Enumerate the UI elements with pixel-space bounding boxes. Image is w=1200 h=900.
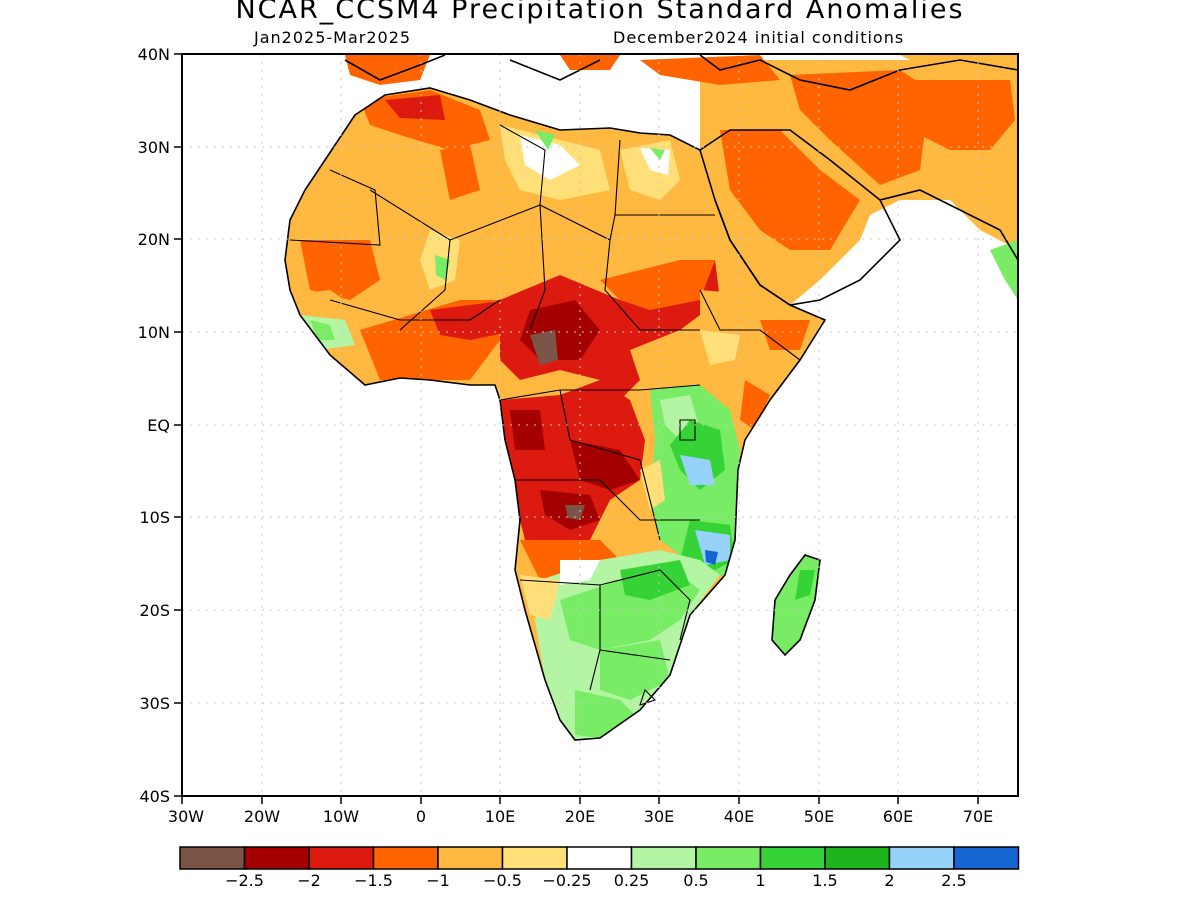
lon-label: 20E xyxy=(565,807,595,826)
colorbar-labels: −2.5 −2 −1.5 −1 −0.5 −0.25 0.25 0.5 1 1.5 2 2.5 xyxy=(225,871,967,890)
map-title: NCAR_CCSM4 Precipitation Standard Anomal… xyxy=(235,0,965,25)
lat-label: 20N xyxy=(138,230,170,249)
lon-label: 0 xyxy=(416,807,426,826)
latitude-labels: 40N 30N 20N 10N EQ 10S 20S 30S 40S xyxy=(138,45,170,806)
initial-conditions: December2024 initial conditions xyxy=(613,28,905,47)
colorbar-swatch xyxy=(824,846,891,870)
coastlines xyxy=(284,54,1018,741)
forecast-period: Jan2025-Mar2025 xyxy=(254,28,412,47)
colorbar-label: 0.25 xyxy=(614,871,650,890)
axis-ticks xyxy=(174,53,979,804)
lon-label: 40E xyxy=(724,807,754,826)
lon-label: 30W xyxy=(168,807,204,826)
lon-label: 10E xyxy=(485,807,515,826)
lat-label: 10N xyxy=(138,323,170,342)
colorbar-label: −0.25 xyxy=(542,871,591,890)
colorbar-swatch xyxy=(243,846,310,870)
lon-label: 30E xyxy=(644,807,674,826)
lat-label: 40S xyxy=(139,787,170,806)
colorbar-swatch xyxy=(566,846,633,870)
colorbar-label: 2 xyxy=(884,871,894,890)
colorbar-swatch xyxy=(759,846,826,870)
longitude-labels: 30W 20W 10W 0 10E 20E 30E 40E 50E 60E 70… xyxy=(168,807,993,826)
colorbar-swatch xyxy=(179,846,246,870)
colorbar-swatch xyxy=(953,846,1020,870)
lon-label: 20W xyxy=(244,807,280,826)
lat-label: 10S xyxy=(139,508,170,527)
colorbar-label: −2.5 xyxy=(225,871,264,890)
lon-label: 70E xyxy=(963,807,993,826)
lon-label: 10W xyxy=(323,807,359,826)
lat-label: EQ xyxy=(147,416,170,435)
colorbar-swatch xyxy=(888,846,955,870)
lat-label: 40N xyxy=(138,45,170,64)
colorbar-swatch xyxy=(501,846,568,870)
lat-label: 20S xyxy=(139,601,170,620)
colorbar-swatch xyxy=(372,846,439,870)
colorbar-label: 0.5 xyxy=(683,871,708,890)
colorbar-swatch xyxy=(695,846,762,870)
colorbar-label: 1.5 xyxy=(812,871,837,890)
lon-label: 60E xyxy=(883,807,913,826)
colorbar-label: −1 xyxy=(426,871,450,890)
lat-label: 30N xyxy=(138,138,170,157)
colorbar-label: 2.5 xyxy=(941,871,966,890)
colorbar-swatch xyxy=(437,846,504,870)
lat-label: 30S xyxy=(139,694,170,713)
colorbar-label: −1.5 xyxy=(354,871,393,890)
colorbar-label: −2 xyxy=(297,871,321,890)
anomaly-field xyxy=(285,55,1018,740)
colorbar-swatch xyxy=(308,846,375,870)
colorbar-swatch xyxy=(630,846,697,870)
lon-label: 50E xyxy=(804,807,834,826)
colorbar-label: −0.5 xyxy=(483,871,522,890)
colorbar xyxy=(179,846,1020,870)
colorbar-label: 1 xyxy=(755,871,765,890)
graticule xyxy=(182,54,1018,796)
country-borders xyxy=(289,124,801,706)
